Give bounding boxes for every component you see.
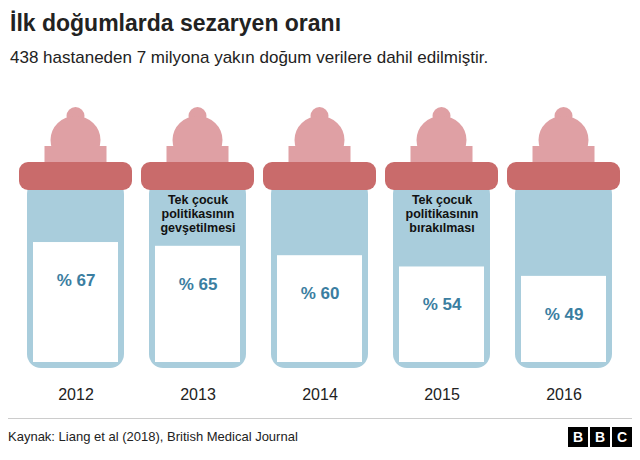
svg-text:% 65: % 65	[179, 275, 218, 294]
svg-text:Tek çocukpolitikasınıngevşetil: Tek çocukpolitikasınıngevşetilmesi	[160, 193, 235, 235]
html-text:İlk doğumlarda sezaryen oranı: İlk doğumlarda sezaryen oranı	[10, 10, 342, 36]
svg-text:% 49: % 49	[545, 305, 584, 324]
html-text:438 hastaneden 7 milyona yakın: 438 hastaneden 7 milyona yakın doğum ver…	[10, 48, 489, 67]
svg-text:% 67: % 67	[57, 271, 96, 290]
html-text:B: B	[572, 428, 584, 445]
svg-text:2016: 2016	[546, 386, 582, 403]
html-text:Kaynak: Liang et al (2018), Br: Kaynak: Liang et al (2018), British Medi…	[8, 429, 298, 444]
svg-text:2014: 2014	[302, 386, 338, 403]
svg-text:2015: 2015	[424, 386, 460, 403]
svg-text:% 54: % 54	[423, 295, 462, 314]
html-text:B: B	[594, 428, 606, 445]
svg-text:2013: 2013	[180, 386, 216, 403]
html-text:C: C	[616, 428, 628, 445]
svg-text:% 60: % 60	[301, 284, 340, 303]
svg-text:2012: 2012	[58, 386, 94, 403]
svg-text:Tek çocukpolitikasınınbırakılm: Tek çocukpolitikasınınbırakılması	[406, 193, 479, 235]
